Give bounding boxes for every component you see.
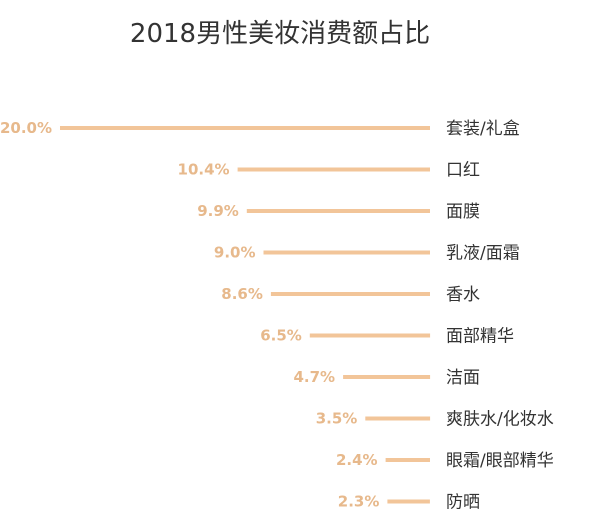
bar: [263, 250, 430, 255]
category-label: 口红: [446, 161, 480, 181]
category-label: 防晒: [446, 493, 480, 513]
category-label: 面膜: [446, 202, 480, 222]
bar: [385, 458, 430, 462]
bar: [270, 292, 430, 296]
value-label: 9.9%: [197, 202, 239, 220]
value-label: 10.4%: [178, 161, 230, 179]
value-label: 4.7%: [293, 368, 335, 386]
value-label: 2.4%: [336, 451, 378, 469]
bar: [343, 375, 431, 379]
bar: [309, 333, 431, 338]
category-label: 洁面: [446, 368, 480, 388]
value-label: 6.5%: [260, 327, 302, 345]
value-label: 2.3%: [338, 493, 380, 511]
chart-title: 2018男性美妆消费额占比: [130, 19, 430, 49]
category-label: 乳液/面霜: [446, 244, 520, 264]
bar: [246, 209, 430, 213]
value-label: 9.0%: [214, 244, 256, 262]
bar: [365, 416, 431, 421]
category-label: 面部精华: [446, 327, 514, 347]
value-label: 3.5%: [316, 410, 358, 428]
bar: [60, 126, 430, 130]
value-label: 8.6%: [221, 285, 263, 303]
category-label: 爽肤水/化妆水: [446, 410, 554, 430]
category-label: 套装/礼盒: [446, 119, 520, 139]
bar: [237, 167, 430, 172]
bar: [387, 499, 430, 504]
value-label: 20.0%: [0, 119, 52, 137]
category-label: 香水: [446, 285, 480, 305]
category-label: 眼霜/眼部精华: [446, 451, 554, 471]
bars-group: 20.0% 套装/礼盒 10.4% 口红 9.9% 面膜 9.0% 乳液/面霜 8.6% 香水 6.…: [0, 119, 554, 513]
